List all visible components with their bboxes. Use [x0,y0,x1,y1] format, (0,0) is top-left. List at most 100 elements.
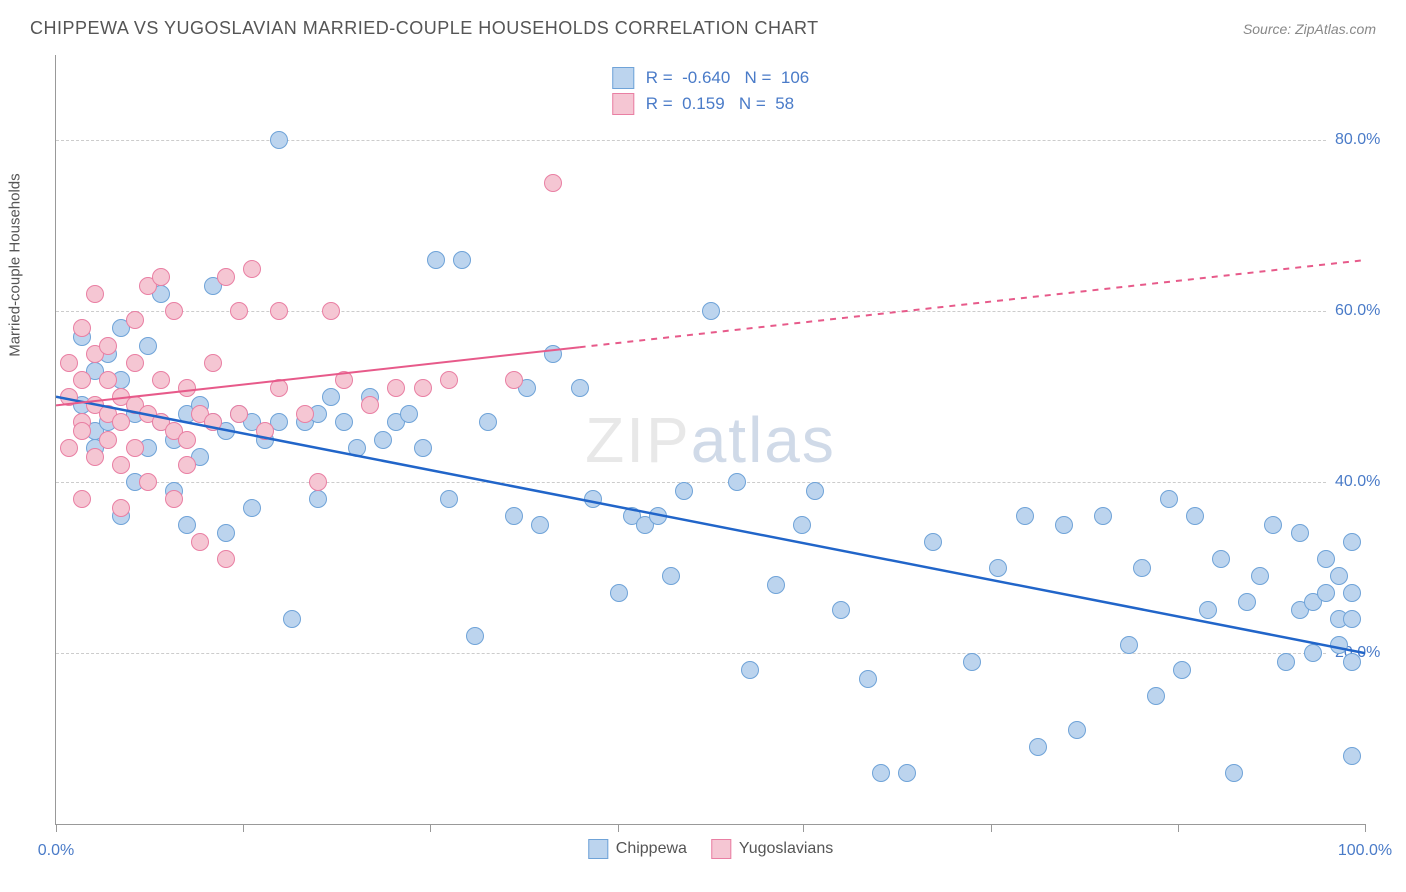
scatter-point [793,516,811,534]
scatter-point [1291,524,1309,542]
scatter-point [675,482,693,500]
source-attribution: Source: ZipAtlas.com [1243,21,1376,37]
scatter-point [1199,601,1217,619]
plot-area: ZIPatlas R = -0.640 N = 106R = 0.159 N =… [55,55,1365,825]
scatter-point [217,268,235,286]
scatter-point [309,473,327,491]
scatter-point [178,379,196,397]
scatter-point [1264,516,1282,534]
scatter-point [544,174,562,192]
legend-swatch [588,839,608,859]
scatter-point [322,302,340,320]
legend-item: Chippewa [588,839,687,859]
scatter-point [322,388,340,406]
scatter-point [702,302,720,320]
scatter-point [610,584,628,602]
scatter-point [1343,584,1361,602]
scatter-point [1120,636,1138,654]
legend-stats-box: R = -0.640 N = 106 R = 0.159 N = 58 [612,65,809,117]
y-tick-label: 80.0% [1335,131,1406,149]
scatter-point [99,371,117,389]
scatter-point [309,490,327,508]
scatter-point [112,413,130,431]
x-tick [1178,824,1179,832]
scatter-point [806,482,824,500]
scatter-point [1343,610,1361,628]
scatter-point [1317,550,1335,568]
gridline-h [56,653,1326,654]
scatter-point [728,473,746,491]
scatter-point [335,413,353,431]
scatter-point [152,371,170,389]
scatter-point [361,396,379,414]
scatter-point [256,422,274,440]
x-tick-label: 0.0% [38,842,74,860]
scatter-point [741,661,759,679]
scatter-point [126,439,144,457]
x-tick [991,824,992,832]
scatter-point [440,490,458,508]
scatter-point [1330,567,1348,585]
scatter-point [1277,653,1295,671]
x-tick [618,824,619,832]
legend-stats-row: R = 0.159 N = 58 [612,91,809,117]
scatter-point [178,516,196,534]
scatter-point [872,764,890,782]
scatter-point [152,268,170,286]
scatter-point [859,670,877,688]
scatter-point [400,405,418,423]
scatter-point [1304,644,1322,662]
x-tick [1365,824,1366,832]
plot-container: Married-couple Households ZIPatlas R = -… [55,55,1365,825]
scatter-point [86,285,104,303]
scatter-point [86,448,104,466]
legend-stats-text: R = 0.159 N = 58 [646,94,794,114]
scatter-point [1343,747,1361,765]
scatter-point [126,354,144,372]
scatter-point [243,260,261,278]
scatter-point [1330,636,1348,654]
header-row: CHIPPEWA VS YUGOSLAVIAN MARRIED-COUPLE H… [0,0,1406,47]
scatter-point [1317,584,1335,602]
scatter-point [1094,507,1112,525]
scatter-point [1238,593,1256,611]
scatter-point [191,533,209,551]
scatter-point [112,499,130,517]
scatter-point [1343,653,1361,671]
scatter-point [296,405,314,423]
legend-swatch [612,67,634,89]
scatter-point [531,516,549,534]
legend-stats-text: R = -0.640 N = 106 [646,68,809,88]
scatter-point [112,456,130,474]
scatter-point [1225,764,1243,782]
x-tick [56,824,57,832]
scatter-point [348,439,366,457]
x-tick [803,824,804,832]
scatter-point [178,431,196,449]
scatter-point [178,456,196,474]
scatter-point [1029,738,1047,756]
legend-bottom: ChippewaYugoslavians [588,839,833,859]
scatter-point [1055,516,1073,534]
scatter-point [204,354,222,372]
scatter-point [924,533,942,551]
scatter-point [217,524,235,542]
scatter-point [453,251,471,269]
scatter-point [832,601,850,619]
scatter-point [60,354,78,372]
scatter-point [139,337,157,355]
trend-lines [56,55,1365,824]
scatter-point [505,507,523,525]
scatter-point [1251,567,1269,585]
scatter-point [414,379,432,397]
scatter-point [126,311,144,329]
scatter-point [414,439,432,457]
scatter-point [270,379,288,397]
scatter-point [1068,721,1086,739]
chart-title: CHIPPEWA VS YUGOSLAVIAN MARRIED-COUPLE H… [30,18,819,39]
scatter-point [139,473,157,491]
scatter-point [165,302,183,320]
legend-stats-row: R = -0.640 N = 106 [612,65,809,91]
x-tick-label: 100.0% [1338,842,1392,860]
scatter-point [270,302,288,320]
